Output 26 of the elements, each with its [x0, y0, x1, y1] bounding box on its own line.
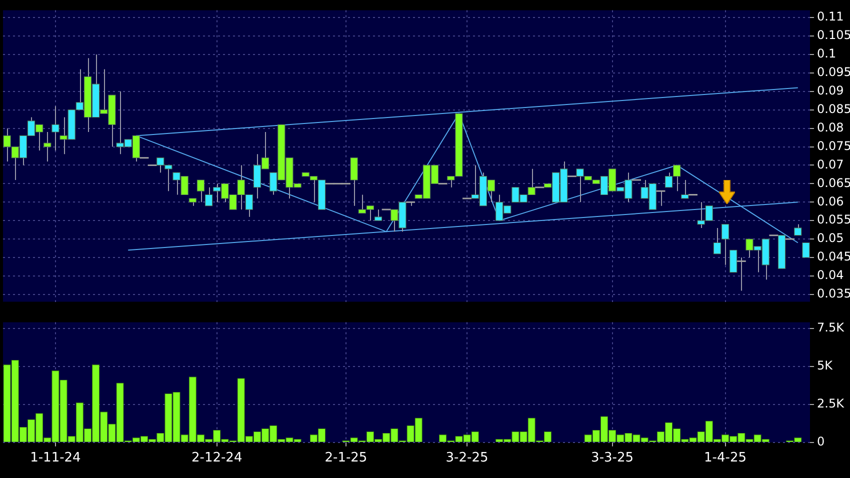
- y-tick-label: 0.035: [817, 286, 850, 301]
- x-tick-label: 3-2-25: [446, 450, 488, 466]
- y-tick-label: 0.07: [817, 157, 844, 172]
- y-tick-label: 0.105: [817, 28, 850, 42]
- x-tick-label: 2-1-25: [324, 450, 368, 466]
- y-tick-label: 5K: [817, 358, 834, 372]
- x-tick-label: 3-3-25: [591, 450, 634, 466]
- y-tick-label: 0.11: [817, 10, 844, 24]
- y-tick-label: 0.08: [817, 120, 844, 134]
- y-tick-label: 0.055: [817, 212, 850, 227]
- y-tick-label: 0: [817, 434, 825, 449]
- y-tick-label: 7.5K: [817, 320, 846, 334]
- y-tick-label: 0.045: [817, 250, 850, 264]
- y-tick-label: 0.065: [817, 176, 850, 190]
- y-tick-label: 0.1: [817, 46, 836, 61]
- y-tick-label: 0.09: [817, 84, 844, 98]
- x-tick-label: 1-11-24: [30, 450, 81, 466]
- y-tick-label: 0.085: [817, 102, 850, 116]
- x-tick-label: 2-12-24: [191, 450, 242, 466]
- x-tick-label: 1-4-25: [704, 450, 746, 466]
- y-tick-label: 0.075: [817, 138, 850, 153]
- y-tick-label: 0.06: [817, 194, 844, 208]
- y-tick-label: 2.5K: [817, 396, 846, 410]
- y-tick-label: 0.05: [817, 231, 844, 246]
- y-tick-label: 0.04: [817, 268, 844, 282]
- y-tick-label: 0.095: [817, 65, 850, 80]
